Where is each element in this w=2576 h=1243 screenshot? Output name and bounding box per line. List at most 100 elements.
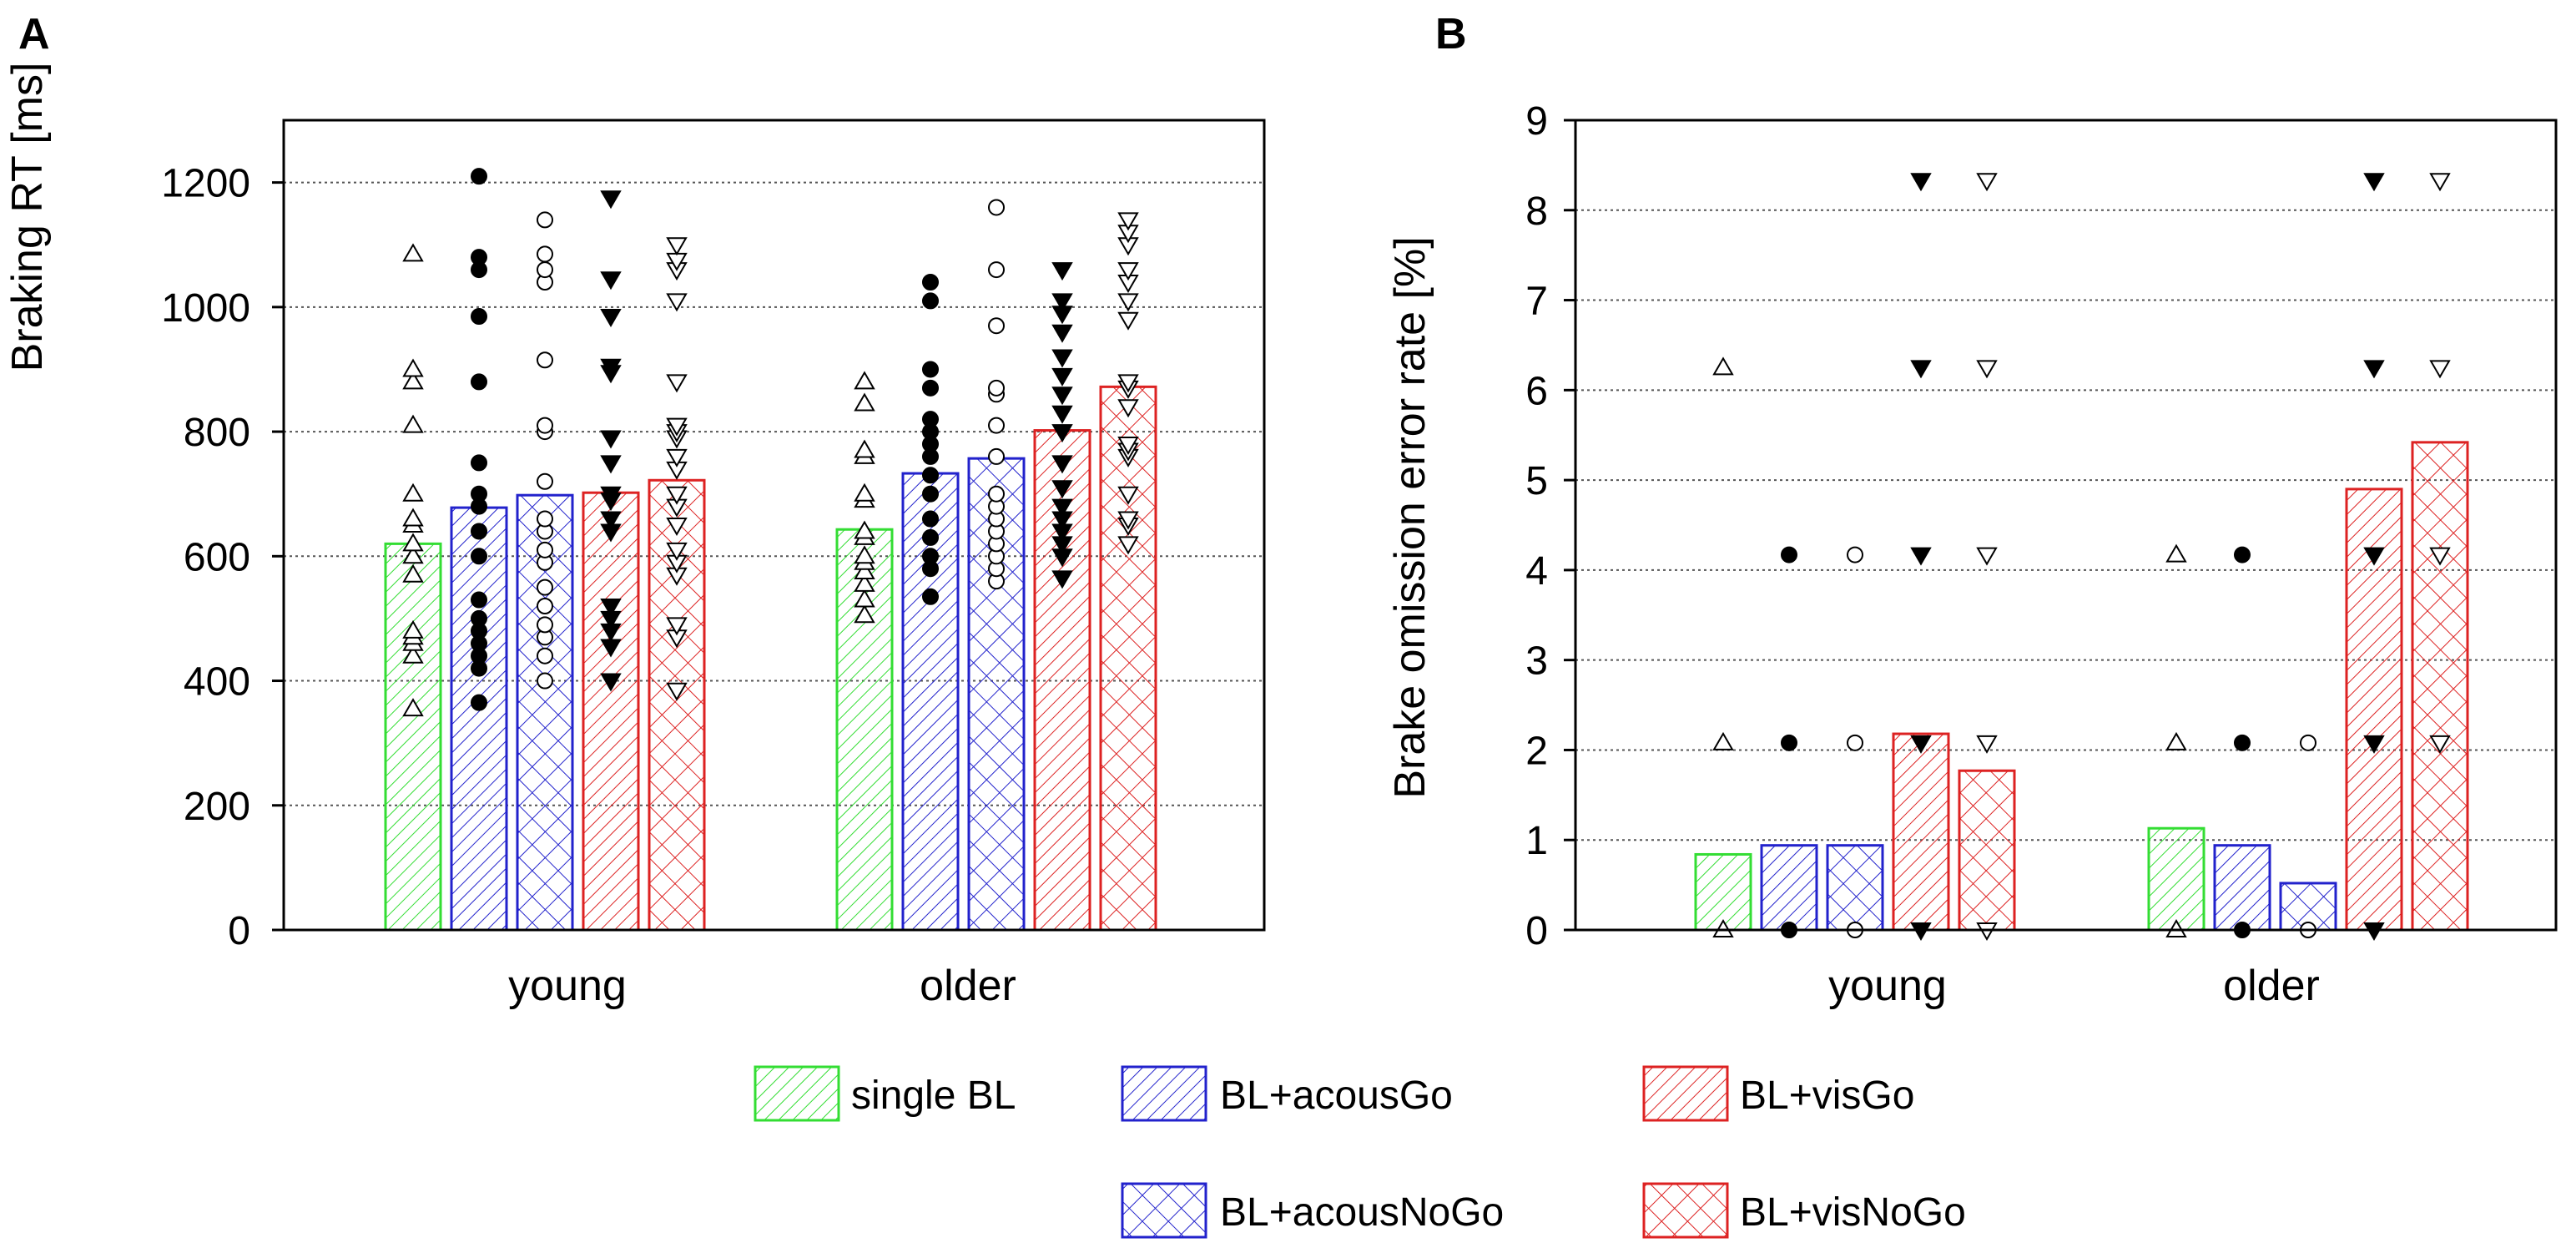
data-point (854, 545, 875, 564)
legend-item: BL+acousNoGo (1121, 1182, 1504, 1239)
data-point (988, 261, 1005, 279)
data-point (988, 379, 1005, 397)
data-point (471, 523, 487, 540)
y-axis-label: Braking RT [ms] (3, 63, 52, 372)
panel-letter: A (18, 10, 50, 58)
data-point (988, 485, 1005, 503)
data-point (1117, 374, 1139, 393)
data-point (1051, 480, 1073, 499)
data-points (1712, 173, 2451, 941)
data-point (666, 374, 688, 393)
data-point (600, 190, 622, 210)
data-point (1051, 387, 1073, 406)
y-tick-label: 5 (1525, 459, 1548, 503)
legend-label: BL+visNoGo (1740, 1190, 1966, 1235)
panel-letter: B (1435, 10, 1467, 58)
data-point (471, 609, 487, 627)
data-point (922, 510, 939, 528)
legend-label: BL+visGo (1740, 1074, 1914, 1118)
data-point (1051, 324, 1073, 343)
data-point (1117, 511, 1139, 530)
data-point (922, 292, 939, 310)
data-point (1051, 455, 1073, 474)
data-point (854, 560, 875, 579)
data-point (471, 454, 487, 472)
data-point (1910, 547, 1932, 566)
data-point (666, 293, 688, 312)
bar (450, 506, 508, 932)
data-point (600, 430, 622, 449)
data-point (854, 573, 875, 592)
y-tick-label: 400 (184, 660, 250, 705)
data-point (600, 271, 622, 291)
data-point (1117, 399, 1139, 418)
legend: single BL BL+acousGo BL+visGo BL+acousNo… (754, 1065, 1966, 1239)
data-point (537, 579, 553, 596)
data-point (402, 644, 424, 664)
data-point (854, 604, 875, 624)
data-point (854, 439, 875, 458)
bar (1892, 732, 1950, 932)
data-point (537, 616, 553, 634)
data-point (471, 373, 487, 391)
data-point (988, 199, 1005, 216)
data-point (537, 417, 553, 434)
y-tick-label: 6 (1525, 369, 1548, 413)
data-point (537, 672, 553, 690)
y-tick-label: 7 (1525, 280, 1548, 324)
data-point (1976, 173, 1998, 192)
data-point (2165, 543, 2187, 563)
data-point (471, 485, 487, 503)
data-point (666, 682, 688, 701)
data-point (1976, 360, 1998, 379)
data-point (1976, 547, 1998, 566)
y-tick-label: 4 (1525, 549, 1548, 594)
y-tick-label: 1000 (161, 286, 250, 331)
data-point (402, 243, 424, 262)
bar (1958, 769, 2016, 932)
data-point (600, 673, 622, 692)
data-point (922, 528, 939, 546)
data-point (1051, 498, 1073, 518)
category-label: young (508, 962, 627, 1010)
data-point (666, 518, 688, 536)
y-ticks: 0 1 2 3 4 5 6 7 8 9 (1525, 99, 1575, 953)
data-point (666, 417, 688, 437)
y-tick-label: 1 (1525, 819, 1548, 863)
data-point (1117, 486, 1139, 505)
data-point (2234, 546, 2251, 563)
data-point (471, 548, 487, 565)
data-point (854, 371, 875, 390)
legend-item: single BL (754, 1065, 1016, 1122)
y-tick-label: 0 (1525, 909, 1548, 953)
data-point (537, 211, 553, 229)
legend-swatch (1642, 1065, 1729, 1122)
data-point (402, 483, 424, 502)
panel-b: B Brake omission error rate [%] 0 1 2 3 4 5 6 7… (1386, 10, 2558, 1010)
y-tick-label: 8 (1525, 189, 1548, 234)
data-point (402, 358, 424, 377)
data-point (1117, 437, 1139, 455)
data-point (1976, 735, 1998, 754)
y-tick-label: 2 (1525, 729, 1548, 773)
data-point (537, 647, 553, 664)
data-point (1910, 173, 1932, 192)
data-point (600, 309, 622, 328)
data-point (1847, 734, 1863, 751)
data-point (471, 308, 487, 326)
data-point (1117, 311, 1139, 331)
data-point (1051, 349, 1073, 368)
data-point (600, 511, 622, 530)
data-point (402, 545, 424, 564)
data-point (1051, 424, 1073, 443)
data-point (988, 417, 1005, 434)
data-point (922, 588, 939, 605)
y-axis-label: Brake omission error rate [%] (1386, 236, 1434, 798)
data-point (2363, 735, 2385, 754)
data-point (2429, 547, 2451, 566)
data-point (402, 563, 424, 583)
data-point (988, 447, 1005, 465)
data-point (537, 598, 553, 614)
data-point (1712, 731, 1734, 750)
y-tick-label: 9 (1525, 99, 1548, 144)
